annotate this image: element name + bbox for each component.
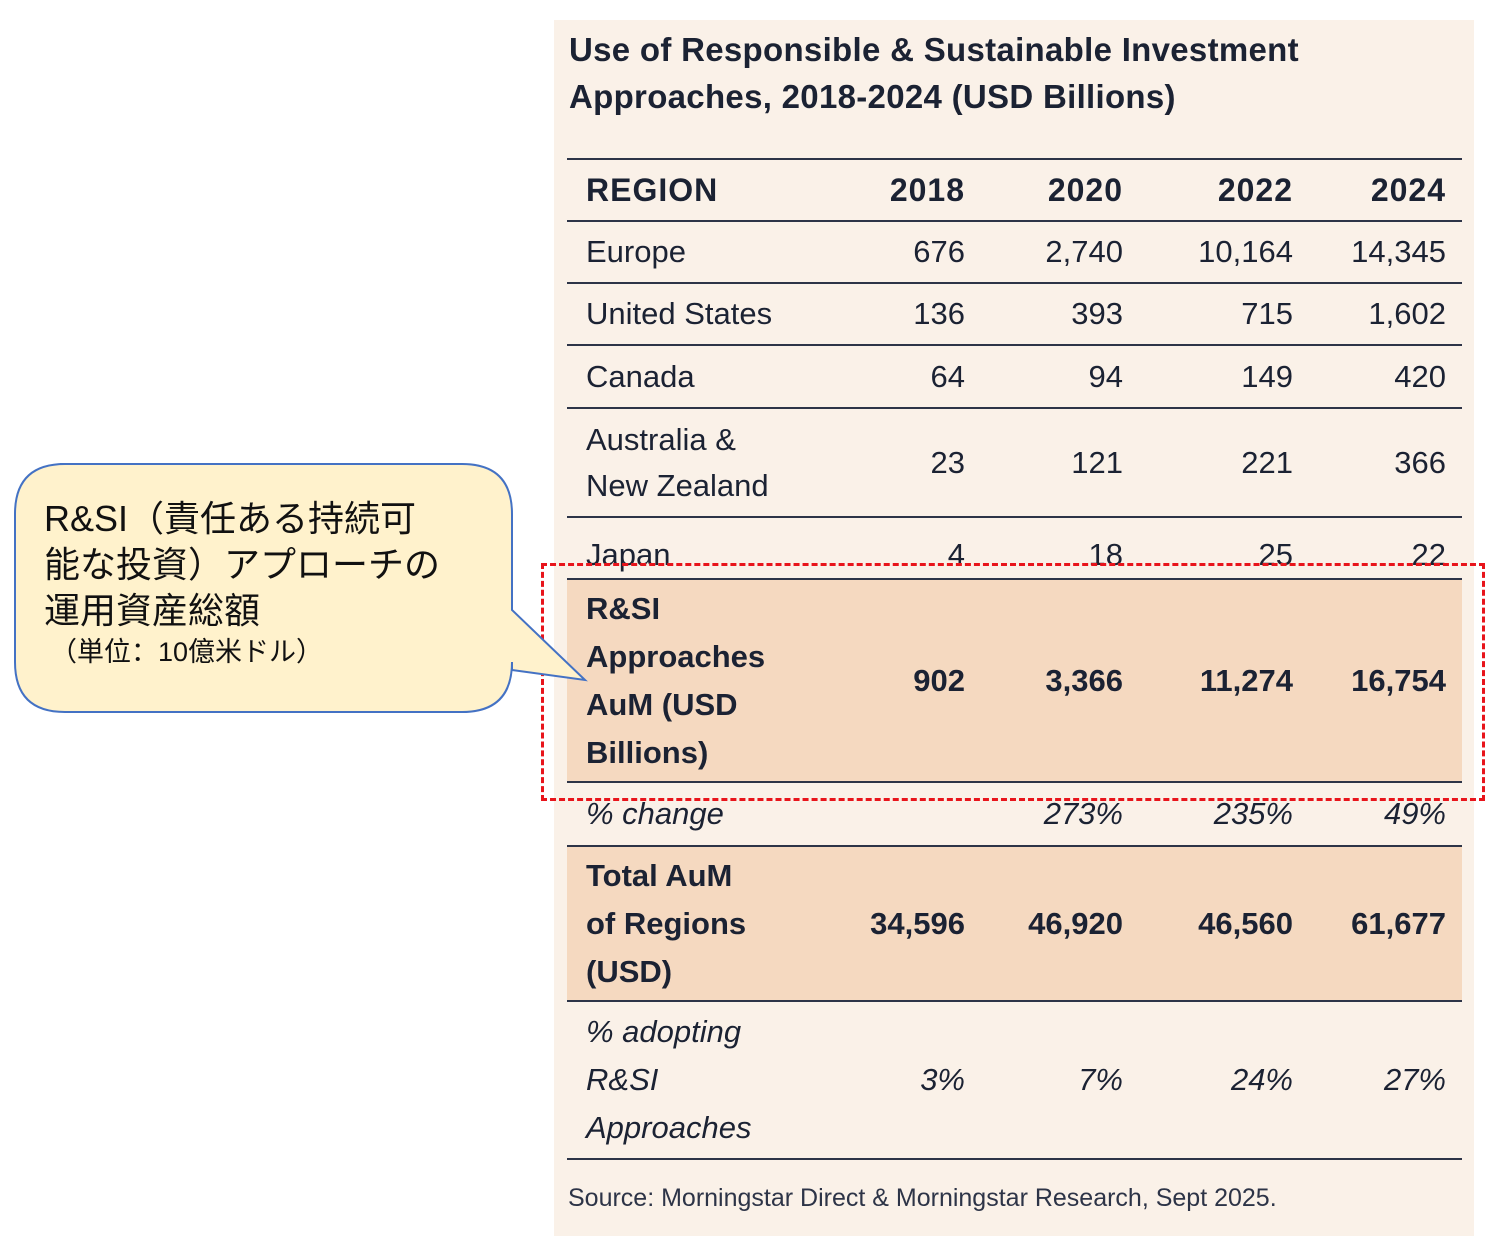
row-label: Australia & New Zealand: [586, 409, 769, 516]
row-label: Total AuM of Regions (USD): [586, 847, 746, 1000]
label-line: AuM (USD: [586, 686, 738, 722]
cell: 3%: [920, 1062, 965, 1097]
table-row-australia-nz: Australia & New Zealand 23 121 221 366: [567, 407, 1462, 516]
row-label: % change: [586, 783, 724, 845]
callout-text: R&SI（責任ある持続可 能な投資）アプローチの 運用資産総額 （単位：10億米…: [44, 496, 440, 670]
label-line: New Zealand: [586, 467, 769, 503]
label-line: Approaches: [586, 1110, 752, 1145]
cell: 121: [1071, 444, 1123, 480]
cell: 94: [1088, 358, 1123, 394]
header-row: REGION 2018 2020 2022 2024: [567, 158, 1462, 220]
cell: 902: [913, 662, 965, 698]
row-label: Europe: [586, 222, 686, 282]
label-line: R&SI: [586, 590, 661, 626]
cell: 393: [1071, 296, 1123, 331]
cell: 46,560: [1198, 905, 1293, 941]
highlight-dashed-box: [541, 563, 1485, 801]
label-line: Billions): [586, 734, 709, 770]
header-year: 2024: [1370, 171, 1446, 208]
cell: 715: [1241, 296, 1293, 331]
cell: 64: [930, 358, 965, 394]
cell: 11,274: [1199, 662, 1293, 698]
row-label: R&SI Approaches AuM (USD Billions): [586, 580, 765, 781]
label-line: % change: [586, 796, 724, 831]
label-line: Australia &: [586, 421, 736, 457]
cell: 49%: [1383, 796, 1446, 831]
header-region: REGION: [586, 172, 719, 208]
label-line: Canada: [586, 358, 695, 394]
cell: 235%: [1213, 796, 1293, 831]
table-row-rsi-aum: R&SI Approaches AuM (USD Billions) 902 3,36…: [567, 578, 1462, 781]
cell: 2,740: [1045, 234, 1123, 269]
callout-line: 運用資産総額: [44, 590, 261, 631]
callout-unit: （単位：10億米ドル）: [50, 637, 324, 667]
label-line: Total AuM: [586, 857, 733, 893]
cell: 61,677: [1351, 905, 1446, 941]
source-note: Source: Morningstar Direct & Morningstar…: [568, 1184, 1277, 1212]
row-label: Canada: [586, 346, 695, 407]
cell: 366: [1394, 444, 1446, 480]
cell: 16,754: [1351, 662, 1446, 698]
label-line: Europe: [586, 234, 686, 269]
table-title: Use of Responsible & Sustainable Investm…: [569, 26, 1299, 120]
row-label: United States: [586, 284, 772, 344]
table-row-pct-change: % change 273% 235% 49%: [567, 781, 1462, 845]
cell: 420: [1394, 358, 1446, 394]
label-line: United States: [586, 296, 773, 331]
label-line: % adopting: [586, 1014, 742, 1049]
cell: 18: [1088, 537, 1123, 572]
label-line: (USD): [586, 953, 673, 989]
label-line: Japan: [586, 537, 671, 572]
cell: 46,920: [1028, 905, 1123, 941]
cell: 7%: [1078, 1062, 1123, 1097]
title-line: Approaches, 2018-2024 (USD Billions): [569, 78, 1176, 115]
cell: 221: [1241, 444, 1293, 480]
cell: 24%: [1230, 1062, 1293, 1097]
table-row-united-states: United States 136 393 715 1,602: [567, 282, 1462, 344]
callout-line: 能な投資）アプローチの: [44, 544, 441, 585]
callout-line: R&SI（責任ある持続可: [44, 498, 417, 539]
cell: 676: [913, 234, 965, 269]
table-row-europe: Europe 676 2,740 10,164 14,345: [567, 220, 1462, 282]
cell: 273%: [1043, 796, 1123, 831]
label-line: R&SI: [586, 1062, 659, 1097]
cell: 34,596: [870, 905, 965, 941]
cell: 22: [1411, 537, 1446, 572]
cell: 136: [913, 296, 965, 331]
row-label: % adopting R&SI Approaches: [586, 1002, 751, 1158]
cell: 1,602: [1368, 296, 1446, 331]
cell: 3,366: [1045, 662, 1123, 698]
row-label: Japan: [586, 532, 670, 578]
cell: 14,345: [1351, 234, 1446, 269]
label-line: of Regions: [586, 905, 747, 941]
cell: 27%: [1383, 1062, 1446, 1097]
title-line: Use of Responsible & Sustainable Investm…: [569, 31, 1299, 68]
cell: 10,164: [1198, 234, 1293, 269]
cell: 149: [1241, 358, 1293, 394]
table-row-japan: Japan 4 18 25 22: [567, 516, 1462, 578]
header-year: 2018: [889, 171, 965, 208]
header-year: 2022: [1217, 171, 1293, 208]
label-line: Approaches: [586, 638, 766, 674]
header-year: 2020: [1047, 171, 1123, 208]
callout-bubble: [14, 463, 588, 713]
table-row-total-aum: Total AuM of Regions (USD) 34,596 46,920 4…: [567, 845, 1462, 1000]
table-row-canada: Canada 64 94 149 420: [567, 344, 1462, 407]
table-row-pct-adopting: % adopting R&SI Approaches 3% 7% 24% 27%: [567, 1000, 1462, 1160]
cell: 25: [1258, 537, 1293, 572]
cell: 23: [930, 444, 965, 480]
